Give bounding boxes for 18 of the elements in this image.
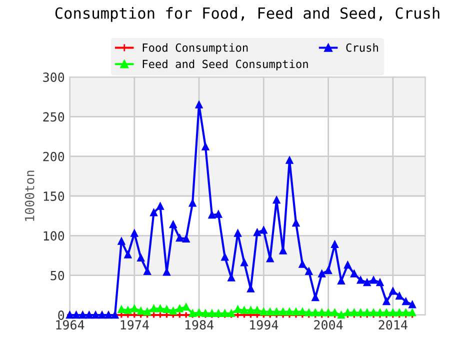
x-tick-label: 1974 xyxy=(120,320,149,330)
y-tick-label: 100 xyxy=(44,231,64,241)
legend-label: Crush xyxy=(346,43,378,52)
x-tick-label: 2014 xyxy=(378,320,408,330)
y-tick-label: 300 xyxy=(43,72,64,82)
legend-label: Food Consumption xyxy=(142,43,248,54)
y-tick-label: 200 xyxy=(43,152,64,162)
x-tick-label: 2004 xyxy=(314,320,343,330)
x-tick-label: 1994 xyxy=(250,320,278,330)
chart-title: Consumption for Food, Feed and Seed, Crush xyxy=(55,7,440,22)
x-tick-label: 1964 xyxy=(56,320,84,330)
y-tick-label: 150 xyxy=(44,192,64,201)
y-axis-title: 1000ton xyxy=(24,170,34,221)
legend-label: Feed and Seed Consumption xyxy=(142,60,308,70)
y-tick-label: 50 xyxy=(50,270,64,280)
y-tick-label: 0 xyxy=(58,310,64,320)
y-tick-label: 250 xyxy=(43,112,64,122)
x-tick-label: 1984 xyxy=(185,320,214,330)
